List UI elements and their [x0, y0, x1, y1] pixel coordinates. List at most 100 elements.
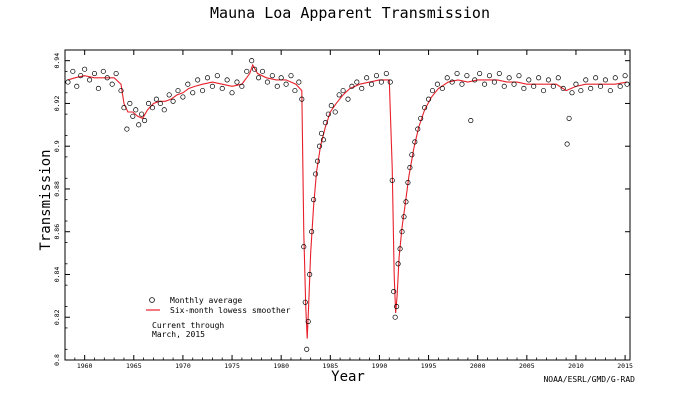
- data-point-40: [234, 79, 240, 85]
- data-point-4: [82, 66, 88, 72]
- data-point-131: [569, 90, 575, 96]
- chart-title: Mauna Loa Apparent Transmission: [210, 4, 490, 22]
- data-point-111: [477, 70, 483, 77]
- data-point-19: [139, 111, 145, 117]
- data-point-114: [491, 79, 497, 85]
- data-point-35: [209, 83, 215, 89]
- data-point-92: [403, 199, 409, 205]
- data-point-87: [394, 303, 400, 310]
- data-point-6: [91, 70, 98, 77]
- data-point-33: [200, 88, 206, 94]
- data-point-83: [387, 79, 393, 85]
- x-axis-ticks: 1960 1965 1970 1975 1980 1985 1990 1995 2000 2005…: [64, 50, 633, 370]
- data-point-72: [336, 92, 342, 98]
- y-tick-label-6: 0.92: [53, 96, 61, 112]
- data-point-3: [78, 73, 84, 79]
- data-point-104: [444, 75, 450, 81]
- data-point-16: [130, 113, 136, 119]
- data-point-54: [296, 79, 302, 85]
- data-point-64: [314, 158, 321, 164]
- data-point-123: [536, 75, 542, 81]
- data-point-68: [322, 120, 328, 126]
- data-point-50: [278, 75, 284, 81]
- data-point-133: [578, 88, 584, 94]
- data-point-134: [583, 77, 589, 83]
- legend-marker-monthly-average: [149, 297, 155, 303]
- data-point-120: [521, 85, 527, 92]
- data-point-29: [180, 94, 186, 100]
- data-point-31: [190, 90, 196, 96]
- data-point-63: [313, 171, 319, 177]
- data-point-121: [526, 77, 532, 83]
- data-point-136: [593, 75, 599, 81]
- data-point-12: [118, 88, 124, 94]
- x-tick-label-1990: 1990: [372, 362, 388, 370]
- data-point-109: [468, 118, 474, 124]
- data-point-36: [214, 73, 220, 79]
- data-point-7: [95, 85, 101, 92]
- x-tick-label-1995: 1995: [421, 362, 437, 370]
- data-point-67: [320, 137, 326, 143]
- data-point-69: [325, 111, 331, 117]
- x-tick-label-2000: 2000: [470, 362, 486, 370]
- data-point-125: [545, 77, 551, 83]
- data-point-27: [170, 98, 176, 104]
- data-point-66: [318, 130, 325, 136]
- data-point-22: [149, 105, 156, 111]
- y-tick-label-4: 0.88: [53, 181, 61, 197]
- data-point-45: [256, 75, 262, 81]
- data-point-122: [531, 83, 537, 89]
- data-point-24: [157, 100, 163, 107]
- data-point-73: [340, 88, 346, 94]
- data-point-61: [309, 229, 315, 235]
- x-tick-label-1980: 1980: [273, 362, 289, 370]
- data-point-37: [219, 85, 225, 92]
- data-point-124: [540, 88, 547, 94]
- data-point-94: [407, 165, 413, 171]
- data-point-58: [304, 346, 310, 352]
- data-point-55: [299, 96, 305, 102]
- data-point-49: [274, 83, 280, 89]
- data-point-62: [311, 197, 317, 203]
- data-point-25: [161, 107, 167, 113]
- x-tick-label-1985: 1985: [322, 362, 338, 370]
- data-point-96: [412, 139, 418, 145]
- data-point-142: [622, 73, 628, 79]
- data-point-137: [597, 83, 604, 89]
- data-point-102: [434, 81, 440, 87]
- data-point-8: [100, 68, 106, 74]
- data-point-79: [369, 81, 375, 87]
- data-point-90: [399, 229, 405, 235]
- data-point-52: [288, 73, 294, 79]
- data-point-77: [359, 85, 365, 92]
- data-point-5: [87, 77, 93, 83]
- data-point-70: [328, 103, 334, 109]
- data-point-100: [426, 96, 432, 102]
- data-point-76: [354, 79, 360, 85]
- data-point-57: [302, 299, 308, 305]
- data-point-17: [133, 107, 139, 113]
- data-point-0: [65, 79, 71, 85]
- data-point-127: [555, 75, 561, 81]
- data-point-2: [74, 83, 80, 89]
- data-point-117: [506, 75, 512, 81]
- data-point-28: [175, 88, 181, 94]
- data-point-140: [612, 75, 618, 81]
- y-axis-label: Transmission: [38, 149, 54, 250]
- data-point-130: [566, 115, 572, 121]
- data-point-129: [564, 141, 570, 147]
- data-point-43: [249, 58, 255, 64]
- data-point-132: [573, 81, 579, 87]
- legend-label-monthly-average: Monthly average: [170, 296, 242, 305]
- data-point-47: [264, 79, 270, 85]
- data-point-74: [345, 96, 351, 102]
- y-tick-label-7: 0.94: [53, 53, 61, 69]
- data-point-99: [422, 105, 428, 111]
- data-point-115: [496, 70, 502, 77]
- x-axis-label: Year: [331, 369, 365, 385]
- data-point-107: [459, 81, 465, 87]
- data-point-89: [397, 246, 403, 252]
- data-point-44: [252, 66, 258, 72]
